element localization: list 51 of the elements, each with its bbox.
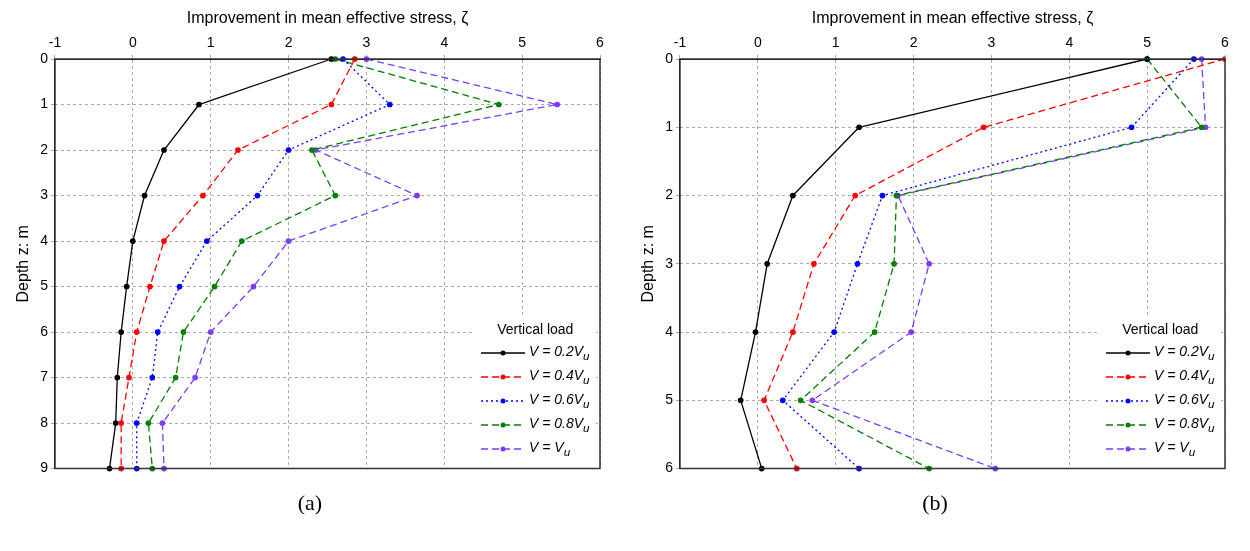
x-tick-label: 5 — [1143, 34, 1152, 51]
legend-title: Vertical load — [1121, 320, 1200, 337]
legend-label: V = 0.6V$_{u}$ — [1154, 391, 1215, 410]
x-axis-title: Improvement in mean effective stress, ζ — [811, 9, 1094, 28]
y-tick-label: 8 — [40, 413, 49, 430]
x-tick-label: -1 — [48, 34, 62, 51]
y-axis-title: Depth z: m — [639, 225, 657, 303]
x-tick-label: -1 — [673, 34, 687, 51]
y-tick-label: 1 — [40, 95, 49, 112]
text: (a) — [296, 490, 324, 516]
y-axis-title: Depth z: m — [14, 225, 32, 303]
legend-label: V = 0.8V$_{u}$ — [529, 415, 590, 434]
x-tick-label: 6 — [596, 34, 605, 51]
legend-label: V = 0.8V$_{u}$ — [1154, 415, 1215, 434]
x-tick-label: 3 — [362, 34, 371, 51]
y-tick-label: 5 — [665, 391, 674, 408]
legend-label: V = V$_{u}$ — [1154, 439, 1196, 458]
x-tick-label: 2 — [284, 34, 293, 51]
text: (b) — [921, 490, 949, 516]
x-tick-label: 0 — [753, 34, 762, 51]
y-tick-label: 2 — [40, 140, 49, 157]
y-tick-label: 7 — [40, 368, 49, 385]
x-tick-label: 2 — [909, 34, 918, 51]
y-tick-label: 2 — [665, 186, 674, 203]
legend-label: V = 0.4V$_{u}$ — [1154, 367, 1215, 386]
y-tick-label: 3 — [665, 254, 674, 271]
y-tick-label: 9 — [40, 459, 49, 476]
y-tick-label: 6 — [40, 322, 49, 339]
y-tick-label: 5 — [40, 277, 49, 294]
x-tick-label: 4 — [440, 34, 449, 51]
x-tick-label: 5 — [518, 34, 527, 51]
y-tick-label: 3 — [40, 186, 49, 203]
x-tick-label: 4 — [1065, 34, 1074, 51]
legend-label: V = 0.6V$_{u}$ — [529, 391, 590, 410]
legend-label: V = V$_{u}$ — [529, 439, 571, 458]
y-tick-label: 0 — [40, 49, 49, 66]
legend-label: V = 0.2V$_{u}$ — [1154, 343, 1215, 362]
legend-label: V = 0.2V$_{u}$ — [529, 343, 590, 362]
x-tick-label: 6 — [1221, 34, 1230, 51]
x-tick-label: 1 — [206, 34, 215, 51]
legend-title: Vertical load — [496, 320, 575, 337]
y-tick-label: 4 — [665, 322, 674, 339]
y-tick-label: 6 — [665, 459, 674, 476]
y-tick-label: 1 — [665, 118, 674, 135]
y-tick-label: 4 — [40, 231, 49, 248]
x-tick-label: 3 — [987, 34, 996, 51]
x-axis-title: Improvement in mean effective stress, ζ — [186, 9, 469, 28]
y-tick-label: 0 — [665, 49, 674, 66]
legend-label: V = 0.4V$_{u}$ — [529, 367, 590, 386]
x-tick-label: 1 — [831, 34, 840, 51]
x-tick-label: 0 — [128, 34, 137, 51]
